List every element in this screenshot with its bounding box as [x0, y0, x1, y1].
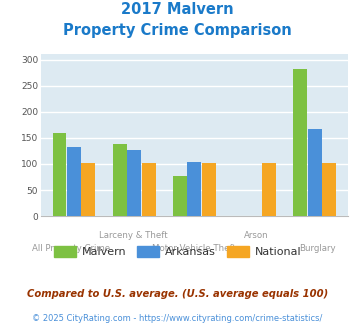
- Text: Arson: Arson: [244, 231, 268, 240]
- Text: Compared to U.S. average. (U.S. average equals 100): Compared to U.S. average. (U.S. average …: [27, 289, 328, 299]
- Bar: [262, 163, 276, 216]
- Text: © 2025 CityRating.com - https://www.cityrating.com/crime-statistics/: © 2025 CityRating.com - https://www.city…: [32, 314, 323, 323]
- Text: Property Crime Comparison: Property Crime Comparison: [63, 23, 292, 38]
- Bar: [173, 176, 187, 216]
- Bar: [308, 128, 322, 216]
- Bar: [67, 147, 81, 216]
- Bar: [53, 133, 66, 216]
- Bar: [202, 163, 216, 216]
- Text: 2017 Malvern: 2017 Malvern: [121, 2, 234, 16]
- Bar: [127, 150, 141, 216]
- Bar: [187, 162, 201, 216]
- Bar: [81, 163, 95, 216]
- Legend: Malvern, Arkansas, National: Malvern, Arkansas, National: [49, 242, 306, 262]
- Bar: [142, 163, 155, 216]
- Text: All Property Crime: All Property Crime: [32, 244, 111, 253]
- Text: Motor Vehicle Theft: Motor Vehicle Theft: [152, 244, 236, 253]
- Bar: [294, 69, 307, 216]
- Text: Burglary: Burglary: [299, 244, 335, 253]
- Bar: [322, 163, 336, 216]
- Text: Larceny & Theft: Larceny & Theft: [99, 231, 167, 240]
- Bar: [113, 144, 127, 216]
